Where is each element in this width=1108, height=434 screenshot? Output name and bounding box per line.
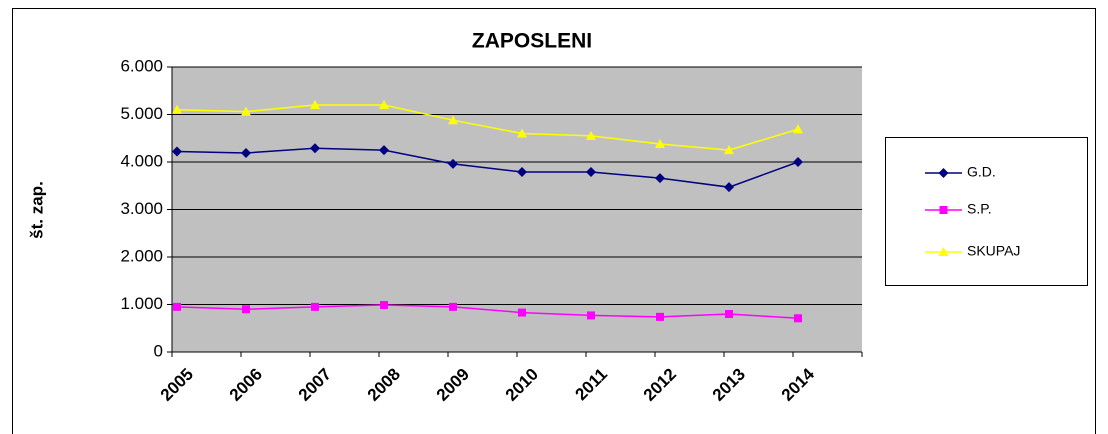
- y-tick-label: 5.000: [120, 104, 163, 123]
- legend-label: S.P.: [967, 201, 992, 217]
- marker: [517, 166, 527, 177]
- marker: [586, 166, 596, 177]
- legend-marker: [939, 206, 948, 214]
- chart-title: ZAPOSLENI: [472, 30, 592, 53]
- marker: [586, 130, 596, 140]
- marker: [172, 146, 182, 157]
- y-tick-label: 4.000: [120, 151, 163, 170]
- y-tick-label: 3.000: [120, 199, 163, 218]
- marker: [448, 158, 458, 169]
- marker: [448, 115, 458, 125]
- series-line: [176, 304, 799, 320]
- marker: [310, 143, 320, 154]
- marker: [793, 157, 803, 167]
- marker: [724, 182, 734, 193]
- marker: [587, 311, 595, 320]
- marker: [311, 302, 319, 311]
- legend-marker: [938, 247, 949, 256]
- y-tick-label: 6.000: [120, 56, 163, 75]
- legend-label: SKUPAJ: [967, 243, 1020, 259]
- marker: [379, 145, 389, 156]
- marker: [379, 100, 389, 109]
- marker: [380, 300, 388, 309]
- marker: [794, 314, 802, 323]
- y-axis-label: št. zap.: [27, 181, 46, 239]
- marker: [242, 305, 250, 314]
- marker: [656, 312, 664, 321]
- marker: [655, 173, 665, 184]
- y-tick-label: 1.000: [120, 294, 163, 313]
- series-line: [176, 104, 799, 151]
- marker: [793, 124, 803, 134]
- marker: [518, 308, 526, 317]
- marker: [655, 138, 665, 148]
- marker: [724, 145, 734, 155]
- y-tick-label: 0: [154, 341, 163, 360]
- legend-marker: [938, 168, 949, 178]
- marker: [449, 302, 457, 311]
- marker: [310, 100, 320, 109]
- marker: [172, 104, 182, 114]
- marker: [241, 106, 251, 116]
- legend-label: G.D.: [967, 164, 996, 180]
- series-line: [176, 147, 799, 188]
- marker: [517, 128, 527, 138]
- marker: [725, 310, 733, 318]
- marker: [241, 147, 251, 158]
- legend: [885, 137, 1088, 286]
- marker: [173, 302, 181, 311]
- y-tick-label: 2.000: [120, 246, 163, 265]
